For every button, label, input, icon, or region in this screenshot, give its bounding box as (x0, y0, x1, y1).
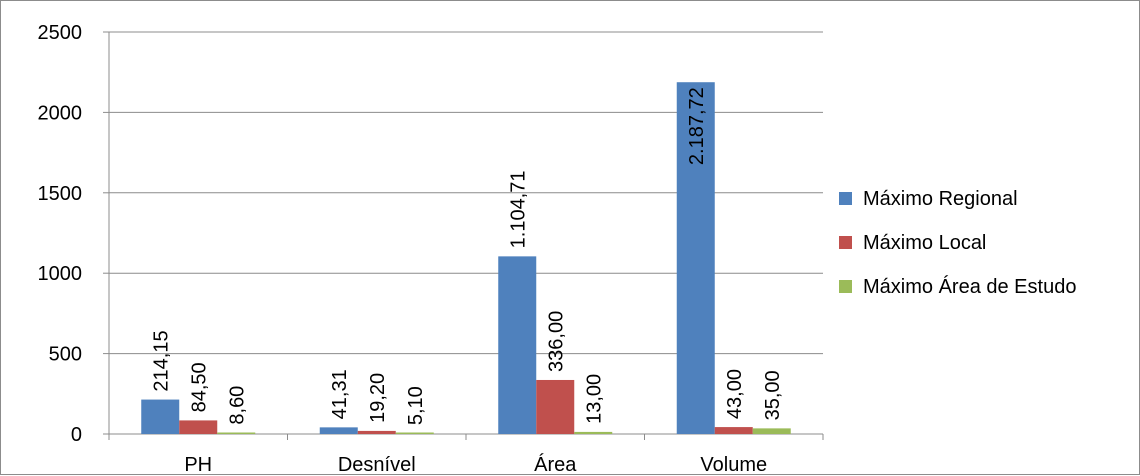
bar (357, 430, 396, 434)
y-tick-label: 2000 (38, 102, 83, 124)
gridlines (109, 31, 823, 355)
bar (676, 82, 715, 434)
data-label: 336,00 (545, 311, 567, 372)
data-label: 2.187,72 (686, 87, 708, 165)
x-category-label: Área (534, 453, 577, 476)
data-label: 43,00 (724, 369, 746, 419)
legend-label: Máximo Regional (863, 188, 1018, 210)
legend-swatch (839, 192, 852, 205)
data-label: 214,15 (150, 330, 172, 391)
axes: 0 500 1000 1500 2000 2500 PH Desnível Área Volume (38, 22, 824, 476)
x-category-label: PH (184, 454, 212, 476)
data-label: 5,10 (405, 386, 427, 425)
data-label: 13,00 (583, 374, 605, 424)
data-label: 35,00 (762, 370, 784, 420)
data-label: 84,50 (188, 362, 210, 412)
bar (498, 256, 537, 434)
legend-swatch (839, 236, 852, 249)
y-tick-label: 1000 (38, 263, 83, 285)
legend: Máximo Regional Máximo Local Máximo Área d… (839, 188, 1076, 298)
bar (179, 420, 218, 434)
y-tick-label: 500 (49, 344, 82, 366)
legend-label: Máximo Área de Estudo (863, 275, 1076, 298)
bar (217, 432, 256, 434)
bar (714, 427, 753, 434)
data-labels: 214,15 41,31 1.104,71 2.187,72 84,50 19,20 336… (150, 87, 784, 425)
data-label: 1.104,71 (507, 171, 529, 249)
bar (574, 431, 613, 434)
bars (141, 82, 791, 434)
x-category-label: Volume (700, 454, 767, 476)
legend-label: Máximo Local (863, 232, 986, 254)
data-label: 41,31 (329, 369, 351, 419)
bar (536, 379, 575, 434)
legend-swatch (839, 280, 852, 293)
bar (141, 399, 180, 434)
data-label: 8,60 (226, 386, 248, 425)
data-label: 19,20 (367, 373, 389, 423)
y-tick-label: 2500 (38, 22, 83, 44)
bar (319, 427, 358, 434)
x-category-label: Desnível (338, 454, 416, 476)
y-tick-label: 1500 (38, 183, 83, 205)
bar (395, 432, 434, 434)
y-tick-label: 0 (71, 424, 82, 446)
bar (752, 428, 791, 434)
